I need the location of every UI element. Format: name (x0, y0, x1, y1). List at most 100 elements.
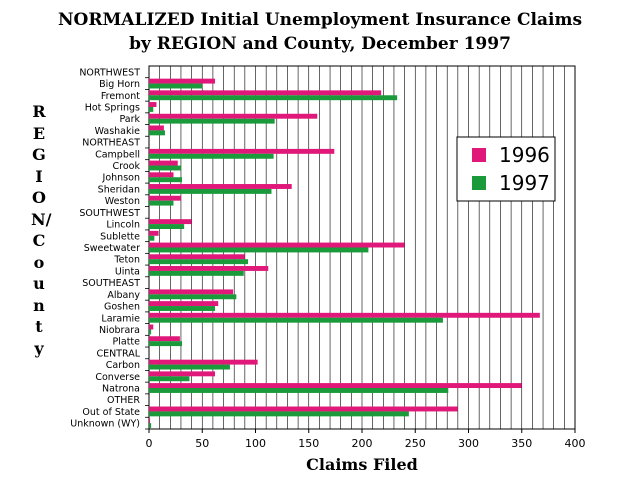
category-label: Laramie (101, 313, 140, 324)
category-label: SOUTHWEST (79, 208, 140, 219)
bar-1997-platte (149, 341, 183, 347)
bar-1997-crook (149, 165, 181, 171)
category-label: Weston (105, 196, 140, 207)
x-axis-label: Claims Filed (306, 455, 418, 474)
legend-swatch-1997 (472, 176, 486, 190)
bar-1997-lincoln (149, 224, 185, 229)
category-label: Sublette (100, 231, 140, 242)
category-label: Out of State (82, 407, 140, 418)
bar-1996-hot-springs (149, 102, 157, 107)
bar-1997-laramie (149, 317, 443, 323)
bar-1996-goshen (149, 301, 219, 307)
bar-1996-laramie (149, 312, 540, 318)
bar-1996-washakie (149, 125, 164, 131)
x-tick-label: 200 (352, 437, 373, 450)
bar-1997-sublette (149, 235, 155, 241)
bar-1996-sheridan (149, 184, 292, 189)
bar-1996-sublette (149, 230, 159, 236)
category-label: Natrona (102, 384, 140, 395)
category-label: NORTHWEST (79, 67, 140, 78)
x-tick-label: 350 (511, 437, 532, 450)
chart-title-line1: NORMALIZED Initial Unemployment Insuranc… (57, 10, 583, 30)
bar-1997-sweetwater (149, 247, 369, 253)
bar-1997-goshen (149, 306, 216, 311)
x-tick-label: 150 (298, 437, 319, 450)
bar-1997-campbell (149, 153, 274, 159)
bar-1997-unknown-wy- (149, 423, 152, 429)
y-axis-label: REGION/County (31, 102, 52, 358)
category-label: Albany (107, 290, 140, 301)
bar-1997-uinta (149, 270, 244, 276)
bar-1996-lincoln (149, 219, 192, 225)
category-label: Hot Springs (85, 102, 140, 113)
x-tick-label: 300 (458, 437, 479, 450)
bar-1996-sweetwater (149, 242, 405, 248)
bar-1996-teton (149, 254, 245, 260)
bar-1997-teton (149, 259, 249, 265)
bar-1997-natrona (149, 388, 449, 393)
category-label: Niobrara (99, 325, 140, 336)
bar-1997-washakie (149, 130, 165, 136)
category-label: CENTRAL (96, 348, 140, 359)
bar-1997-weston (149, 200, 174, 206)
bar-1996-campbell (149, 148, 335, 154)
category-label: Sheridan (98, 184, 140, 195)
bar-1996-johnson (149, 172, 174, 178)
x-tick-label: 400 (565, 437, 586, 450)
category-label: Fremont (101, 91, 140, 102)
x-tick-label: 50 (195, 437, 209, 450)
category-label: Washakie (95, 126, 141, 137)
category-label: Campbell (95, 149, 140, 160)
bar-1996-natrona (149, 383, 522, 389)
category-label: Lincoln (106, 220, 140, 231)
bar-1996-converse (149, 371, 216, 377)
bar-1996-uinta (149, 266, 269, 271)
bar-1997-niobrara (149, 329, 152, 335)
bar-1996-weston (149, 195, 181, 201)
category-label: Converse (95, 372, 140, 383)
bar-1996-unknown-wy- (149, 418, 151, 424)
bar-1997-hot-springs (149, 106, 154, 112)
category-label: Carbon (106, 360, 140, 371)
x-tick-label: 100 (245, 437, 266, 450)
category-label: NORTHEAST (82, 138, 140, 149)
category-label: Big Horn (99, 79, 140, 90)
category-label: Unknown (WY) (70, 419, 140, 430)
x-tick-label: 0 (146, 437, 153, 450)
bar-1997-big-horn (149, 83, 203, 89)
bar-1997-johnson (149, 177, 183, 183)
bar-1997-sheridan (149, 188, 272, 194)
bar-1997-carbon (149, 364, 230, 370)
category-label: Platte (113, 337, 141, 348)
legend-label-1997: 1997 (499, 171, 550, 195)
category-label: Uinta (115, 266, 140, 277)
bar-1996-big-horn (149, 78, 216, 84)
category-label: OTHER (107, 395, 140, 406)
category-label: Crook (113, 161, 141, 172)
bar-1996-platte (149, 336, 180, 342)
bar-1996-out-of-state (149, 406, 458, 412)
bar-1996-fremont (149, 90, 382, 96)
bar-1997-converse (149, 376, 190, 382)
legend-swatch-1996 (472, 148, 486, 162)
bar-1996-niobrara (149, 324, 154, 330)
bar-1997-out-of-state (149, 411, 409, 417)
bar-1996-carbon (149, 359, 258, 365)
category-label: SOUTHEAST (82, 278, 140, 289)
bar-1997-park (149, 118, 275, 124)
legend (456, 136, 556, 202)
category-label: Sweetwater (84, 243, 140, 254)
bar-1997-albany (149, 294, 237, 300)
bar-1997-fremont (149, 95, 398, 101)
category-label: Goshen (104, 302, 140, 313)
bar-1996-albany (149, 289, 234, 295)
category-label: Johnson (102, 173, 140, 184)
category-label: Teton (113, 255, 140, 266)
bar-1996-park (149, 113, 318, 119)
bar-1996-crook (149, 160, 178, 166)
legend-label-1996: 1996 (499, 143, 550, 167)
chart-title-line2: by REGION and County, December 1997 (129, 34, 511, 54)
x-tick-label: 250 (405, 437, 426, 450)
